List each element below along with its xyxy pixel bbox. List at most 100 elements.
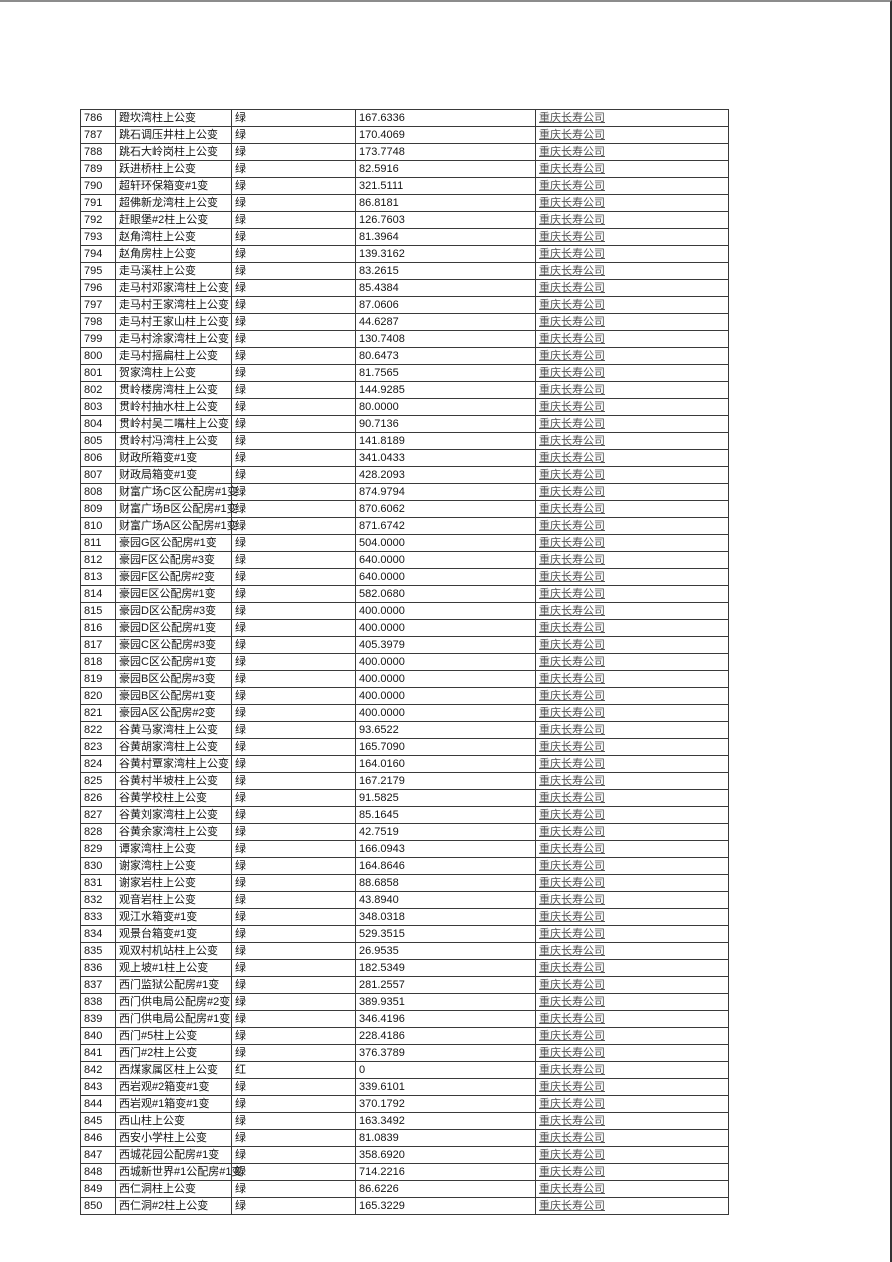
- company-link-cell-text[interactable]: 重庆长寿公司: [539, 332, 605, 345]
- company-link-cell[interactable]: 重庆长寿公司: [535, 823, 729, 841]
- company-link-cell-text[interactable]: 重庆长寿公司: [539, 1029, 605, 1042]
- company-link-cell[interactable]: 重庆长寿公司: [535, 347, 729, 365]
- company-link-cell-text[interactable]: 重庆长寿公司: [539, 825, 605, 838]
- company-link-cell[interactable]: 重庆长寿公司: [535, 398, 729, 416]
- company-link-cell-text[interactable]: 重庆长寿公司: [539, 1046, 605, 1059]
- company-link-cell[interactable]: 重庆长寿公司: [535, 228, 729, 246]
- company-link-cell[interactable]: 重庆长寿公司: [535, 517, 729, 535]
- company-link-cell[interactable]: 重庆长寿公司: [535, 993, 729, 1011]
- company-link-cell-text[interactable]: 重庆长寿公司: [539, 961, 605, 974]
- company-link-cell-text[interactable]: 重庆长寿公司: [539, 315, 605, 328]
- company-link-cell[interactable]: 重庆长寿公司: [535, 942, 729, 960]
- company-link-cell[interactable]: 重庆长寿公司: [535, 483, 729, 501]
- company-link-cell-text[interactable]: 重庆长寿公司: [539, 536, 605, 549]
- company-link-cell[interactable]: 重庆长寿公司: [535, 891, 729, 909]
- company-link-cell[interactable]: 重庆长寿公司: [535, 738, 729, 756]
- company-link-cell[interactable]: 重庆长寿公司: [535, 772, 729, 790]
- company-link-cell-text[interactable]: 重庆长寿公司: [539, 434, 605, 447]
- company-link-cell-text[interactable]: 重庆长寿公司: [539, 740, 605, 753]
- company-link-cell-text[interactable]: 重庆长寿公司: [539, 1199, 605, 1212]
- company-link-cell[interactable]: 重庆长寿公司: [535, 976, 729, 994]
- company-link-cell[interactable]: 重庆长寿公司: [535, 194, 729, 212]
- company-link-cell-text[interactable]: 重庆长寿公司: [539, 621, 605, 634]
- company-link-cell-text[interactable]: 重庆长寿公司: [539, 519, 605, 532]
- company-link-cell-text[interactable]: 重庆长寿公司: [539, 1182, 605, 1195]
- company-link-cell-text[interactable]: 重庆长寿公司: [539, 485, 605, 498]
- company-link-cell-text[interactable]: 重庆长寿公司: [539, 128, 605, 141]
- company-link-cell[interactable]: 重庆长寿公司: [535, 143, 729, 161]
- company-link-cell[interactable]: 重庆长寿公司: [535, 704, 729, 722]
- company-link-cell-text[interactable]: 重庆长寿公司: [539, 417, 605, 430]
- company-link-cell-text[interactable]: 重庆长寿公司: [539, 1131, 605, 1144]
- company-link-cell-text[interactable]: 重庆长寿公司: [539, 978, 605, 991]
- company-link-cell[interactable]: 重庆长寿公司: [535, 925, 729, 943]
- company-link-cell[interactable]: 重庆长寿公司: [535, 653, 729, 671]
- company-link-cell-text[interactable]: 重庆长寿公司: [539, 281, 605, 294]
- company-link-cell[interactable]: 重庆长寿公司: [535, 262, 729, 280]
- company-link-cell-text[interactable]: 重庆长寿公司: [539, 179, 605, 192]
- company-link-cell[interactable]: 重庆长寿公司: [535, 279, 729, 297]
- company-link-cell[interactable]: 重庆长寿公司: [535, 1010, 729, 1028]
- company-link-cell[interactable]: 重庆长寿公司: [535, 1095, 729, 1113]
- company-link-cell[interactable]: 重庆长寿公司: [535, 789, 729, 807]
- company-link-cell[interactable]: 重庆长寿公司: [535, 109, 729, 127]
- company-link-cell-text[interactable]: 重庆长寿公司: [539, 791, 605, 804]
- company-link-cell-text[interactable]: 重庆长寿公司: [539, 298, 605, 311]
- company-link-cell-text[interactable]: 重庆长寿公司: [539, 995, 605, 1008]
- company-link-cell[interactable]: 重庆长寿公司: [535, 959, 729, 977]
- company-link-cell-text[interactable]: 重庆长寿公司: [539, 111, 605, 124]
- company-link-cell-text[interactable]: 重庆长寿公司: [539, 247, 605, 260]
- company-link-cell[interactable]: 重庆长寿公司: [535, 1078, 729, 1096]
- company-link-cell-text[interactable]: 重庆长寿公司: [539, 910, 605, 923]
- company-link-cell-text[interactable]: 重庆长寿公司: [539, 145, 605, 158]
- company-link-cell[interactable]: 重庆长寿公司: [535, 534, 729, 552]
- company-link-cell[interactable]: 重庆长寿公司: [535, 806, 729, 824]
- company-link-cell-text[interactable]: 重庆长寿公司: [539, 706, 605, 719]
- company-link-cell-text[interactable]: 重庆长寿公司: [539, 383, 605, 396]
- company-link-cell-text[interactable]: 重庆长寿公司: [539, 1148, 605, 1161]
- company-link-cell-text[interactable]: 重庆长寿公司: [539, 502, 605, 515]
- company-link-cell[interactable]: 重庆长寿公司: [535, 449, 729, 467]
- company-link-cell-text[interactable]: 重庆长寿公司: [539, 264, 605, 277]
- company-link-cell[interactable]: 重庆长寿公司: [535, 602, 729, 620]
- company-link-cell[interactable]: 重庆长寿公司: [535, 330, 729, 348]
- company-link-cell[interactable]: 重庆长寿公司: [535, 857, 729, 875]
- company-link-cell[interactable]: 重庆长寿公司: [535, 721, 729, 739]
- company-link-cell-text[interactable]: 重庆长寿公司: [539, 672, 605, 685]
- company-link-cell-text[interactable]: 重庆长寿公司: [539, 553, 605, 566]
- company-link-cell-text[interactable]: 重庆长寿公司: [539, 689, 605, 702]
- company-link-cell-text[interactable]: 重庆长寿公司: [539, 230, 605, 243]
- company-link-cell[interactable]: 重庆长寿公司: [535, 500, 729, 518]
- company-link-cell-text[interactable]: 重庆长寿公司: [539, 1063, 605, 1076]
- company-link-cell[interactable]: 重庆长寿公司: [535, 1061, 729, 1079]
- company-link-cell-text[interactable]: 重庆长寿公司: [539, 723, 605, 736]
- company-link-cell-text[interactable]: 重庆长寿公司: [539, 842, 605, 855]
- company-link-cell-text[interactable]: 重庆长寿公司: [539, 468, 605, 481]
- company-link-cell-text[interactable]: 重庆长寿公司: [539, 927, 605, 940]
- company-link-cell-text[interactable]: 重庆长寿公司: [539, 349, 605, 362]
- company-link-cell[interactable]: 重庆长寿公司: [535, 415, 729, 433]
- company-link-cell-text[interactable]: 重庆长寿公司: [539, 876, 605, 889]
- company-link-cell[interactable]: 重庆长寿公司: [535, 619, 729, 637]
- company-link-cell[interactable]: 重庆长寿公司: [535, 211, 729, 229]
- company-link-cell-text[interactable]: 重庆长寿公司: [539, 859, 605, 872]
- company-link-cell[interactable]: 重庆长寿公司: [535, 466, 729, 484]
- company-link-cell-text[interactable]: 重庆长寿公司: [539, 1012, 605, 1025]
- company-link-cell[interactable]: 重庆长寿公司: [535, 1112, 729, 1130]
- company-link-cell[interactable]: 重庆长寿公司: [535, 585, 729, 603]
- company-link-cell[interactable]: 重庆长寿公司: [535, 177, 729, 195]
- company-link-cell[interactable]: 重庆长寿公司: [535, 1197, 729, 1215]
- company-link-cell-text[interactable]: 重庆长寿公司: [539, 1097, 605, 1110]
- company-link-cell[interactable]: 重庆长寿公司: [535, 874, 729, 892]
- company-link-cell[interactable]: 重庆长寿公司: [535, 687, 729, 705]
- company-link-cell[interactable]: 重庆长寿公司: [535, 381, 729, 399]
- company-link-cell[interactable]: 重庆长寿公司: [535, 160, 729, 178]
- company-link-cell-text[interactable]: 重庆长寿公司: [539, 638, 605, 651]
- company-link-cell-text[interactable]: 重庆长寿公司: [539, 655, 605, 668]
- company-link-cell[interactable]: 重庆长寿公司: [535, 568, 729, 586]
- company-link-cell[interactable]: 重庆长寿公司: [535, 364, 729, 382]
- company-link-cell[interactable]: 重庆长寿公司: [535, 1129, 729, 1147]
- company-link-cell[interactable]: 重庆长寿公司: [535, 1044, 729, 1062]
- company-link-cell[interactable]: 重庆长寿公司: [535, 908, 729, 926]
- company-link-cell[interactable]: 重庆长寿公司: [535, 1180, 729, 1198]
